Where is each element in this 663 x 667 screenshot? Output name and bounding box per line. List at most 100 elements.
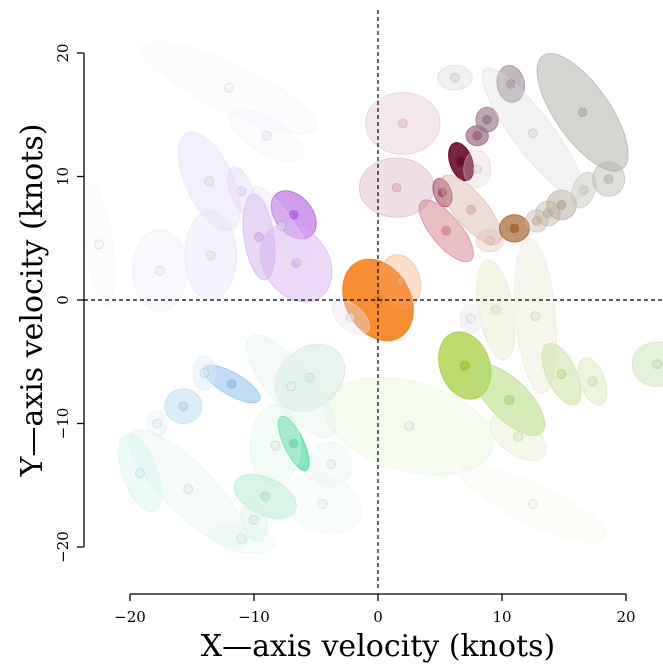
data-point-33 (331, 299, 370, 335)
center-dot (404, 421, 414, 431)
center-dot (449, 72, 460, 83)
data-point-42 (228, 109, 305, 163)
center-dot (391, 182, 402, 193)
center-dot (484, 235, 495, 246)
center-dot (652, 359, 662, 370)
data-point-12 (463, 150, 492, 189)
data-point-9 (496, 65, 525, 103)
y-tick-label: 20 (54, 43, 72, 62)
center-dot (261, 130, 272, 141)
data-point-11 (440, 174, 502, 245)
data-point-36 (259, 223, 333, 303)
center-dot (466, 204, 476, 215)
data-ellipses (84, 41, 663, 554)
center-dot (528, 498, 538, 509)
center-dot (152, 418, 163, 429)
data-point-38 (227, 166, 256, 217)
y-tick-label: 10 (54, 167, 72, 186)
data-point-56 (128, 429, 249, 549)
center-dot (183, 484, 194, 494)
center-dot (236, 533, 247, 544)
center-dot (224, 82, 235, 93)
center-dot (509, 223, 520, 234)
data-point-15 (525, 209, 549, 233)
uncertainty-ellipse (631, 341, 663, 387)
center-dot (513, 432, 523, 443)
center-dot (441, 225, 452, 236)
y-axis-title: Y—axis velocity (knots) (15, 124, 50, 478)
data-point-10 (436, 64, 473, 91)
data-point-2 (365, 92, 441, 155)
center-dot (134, 467, 145, 478)
x-tick-label: 10 (492, 608, 511, 626)
data-point-41 (132, 229, 188, 312)
data-point-13 (475, 229, 504, 253)
center-dot (249, 514, 259, 525)
data-point-58 (208, 523, 275, 554)
center-dot (325, 459, 336, 470)
center-dot (587, 376, 598, 387)
axes: −20 −10 0 10 20 −20 −10 0 10 20 (54, 43, 636, 626)
center-dot (236, 186, 247, 197)
data-point-17 (546, 189, 577, 221)
y-tick-label: 0 (54, 295, 72, 305)
data-point-40 (184, 210, 238, 301)
center-dot (577, 107, 588, 118)
center-dot (199, 367, 210, 378)
center-dot (205, 250, 216, 261)
y-tick-label: −20 (54, 531, 72, 563)
data-point-45 (202, 364, 261, 404)
x-tick-label: 20 (616, 608, 635, 626)
center-dot (395, 276, 406, 287)
y-tick-label: −10 (54, 408, 72, 440)
center-dot (530, 311, 541, 322)
data-point-44 (84, 182, 116, 307)
data-point-39 (177, 131, 241, 232)
x-tick-label: −20 (114, 608, 146, 626)
center-dot (260, 491, 271, 502)
center-dot (288, 438, 299, 449)
center-dot (459, 360, 470, 371)
center-dot (154, 265, 165, 276)
reference-lines (84, 10, 663, 590)
data-point-18 (571, 171, 597, 209)
data-point-59 (282, 473, 363, 535)
center-dot (276, 220, 287, 231)
data-point-8 (475, 106, 499, 133)
center-dot (286, 381, 297, 392)
data-point-57 (117, 433, 162, 513)
data-point-50 (274, 343, 346, 412)
center-dot (556, 199, 567, 210)
data-point-54 (233, 473, 297, 519)
center-dot (94, 239, 104, 250)
data-point-53 (309, 441, 353, 487)
data-point-52 (249, 404, 301, 488)
center-dot (226, 379, 237, 389)
center-dot (456, 156, 467, 167)
data-point-6 (448, 142, 475, 182)
center-dot (204, 176, 215, 187)
center-dot (528, 128, 538, 139)
center-dot (317, 498, 328, 509)
data-point-27 (577, 357, 608, 406)
center-dot (490, 304, 501, 315)
center-dot (603, 174, 614, 184)
center-dot (178, 401, 189, 412)
data-point-32 (459, 303, 483, 334)
data-point-55 (240, 497, 268, 542)
center-dot (472, 164, 483, 175)
center-dot (466, 313, 476, 324)
data-point-26 (541, 342, 582, 406)
center-dot (397, 118, 408, 129)
data-point-25 (473, 364, 546, 436)
data-point-47 (192, 355, 217, 391)
center-dot (505, 79, 516, 89)
data-point-4 (418, 199, 474, 263)
data-point-29 (489, 413, 547, 461)
data-point-49 (277, 415, 310, 471)
uncertainty-ellipse (459, 464, 607, 543)
data-point-1 (379, 254, 422, 309)
data-point-31 (459, 464, 607, 543)
data-point-28 (631, 341, 663, 387)
